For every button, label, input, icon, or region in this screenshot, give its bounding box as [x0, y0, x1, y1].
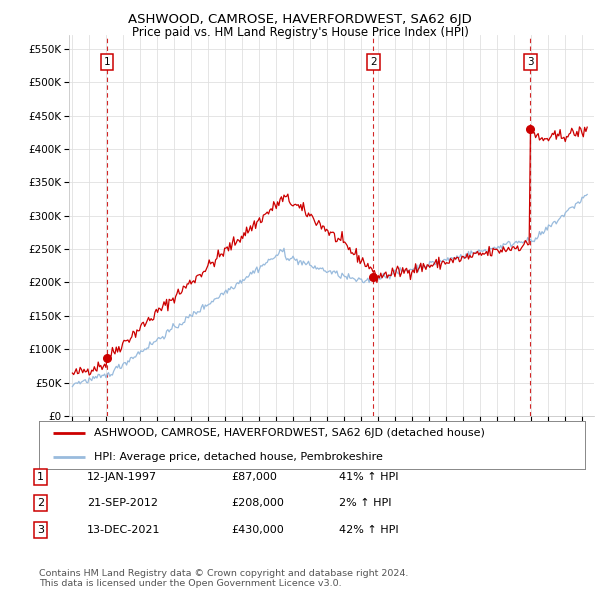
Text: £208,000: £208,000: [231, 499, 284, 508]
Text: 12-JAN-1997: 12-JAN-1997: [87, 472, 157, 481]
Text: 2: 2: [37, 499, 44, 508]
Text: 2% ↑ HPI: 2% ↑ HPI: [339, 499, 391, 508]
Text: 2: 2: [370, 57, 377, 67]
Text: 1: 1: [37, 472, 44, 481]
Text: ASHWOOD, CAMROSE, HAVERFORDWEST, SA62 6JD: ASHWOOD, CAMROSE, HAVERFORDWEST, SA62 6J…: [128, 13, 472, 26]
Text: 41% ↑ HPI: 41% ↑ HPI: [339, 472, 398, 481]
Text: 3: 3: [37, 525, 44, 535]
Text: 13-DEC-2021: 13-DEC-2021: [87, 525, 161, 535]
Text: 1: 1: [104, 57, 110, 67]
Text: 42% ↑ HPI: 42% ↑ HPI: [339, 525, 398, 535]
Text: Contains HM Land Registry data © Crown copyright and database right 2024.
This d: Contains HM Land Registry data © Crown c…: [39, 569, 409, 588]
Text: 21-SEP-2012: 21-SEP-2012: [87, 499, 158, 508]
Text: ASHWOOD, CAMROSE, HAVERFORDWEST, SA62 6JD (detached house): ASHWOOD, CAMROSE, HAVERFORDWEST, SA62 6J…: [94, 428, 484, 438]
Text: £87,000: £87,000: [231, 472, 277, 481]
Text: Price paid vs. HM Land Registry's House Price Index (HPI): Price paid vs. HM Land Registry's House …: [131, 26, 469, 39]
Text: HPI: Average price, detached house, Pembrokeshire: HPI: Average price, detached house, Pemb…: [94, 452, 382, 462]
Text: 3: 3: [527, 57, 533, 67]
Text: £430,000: £430,000: [231, 525, 284, 535]
